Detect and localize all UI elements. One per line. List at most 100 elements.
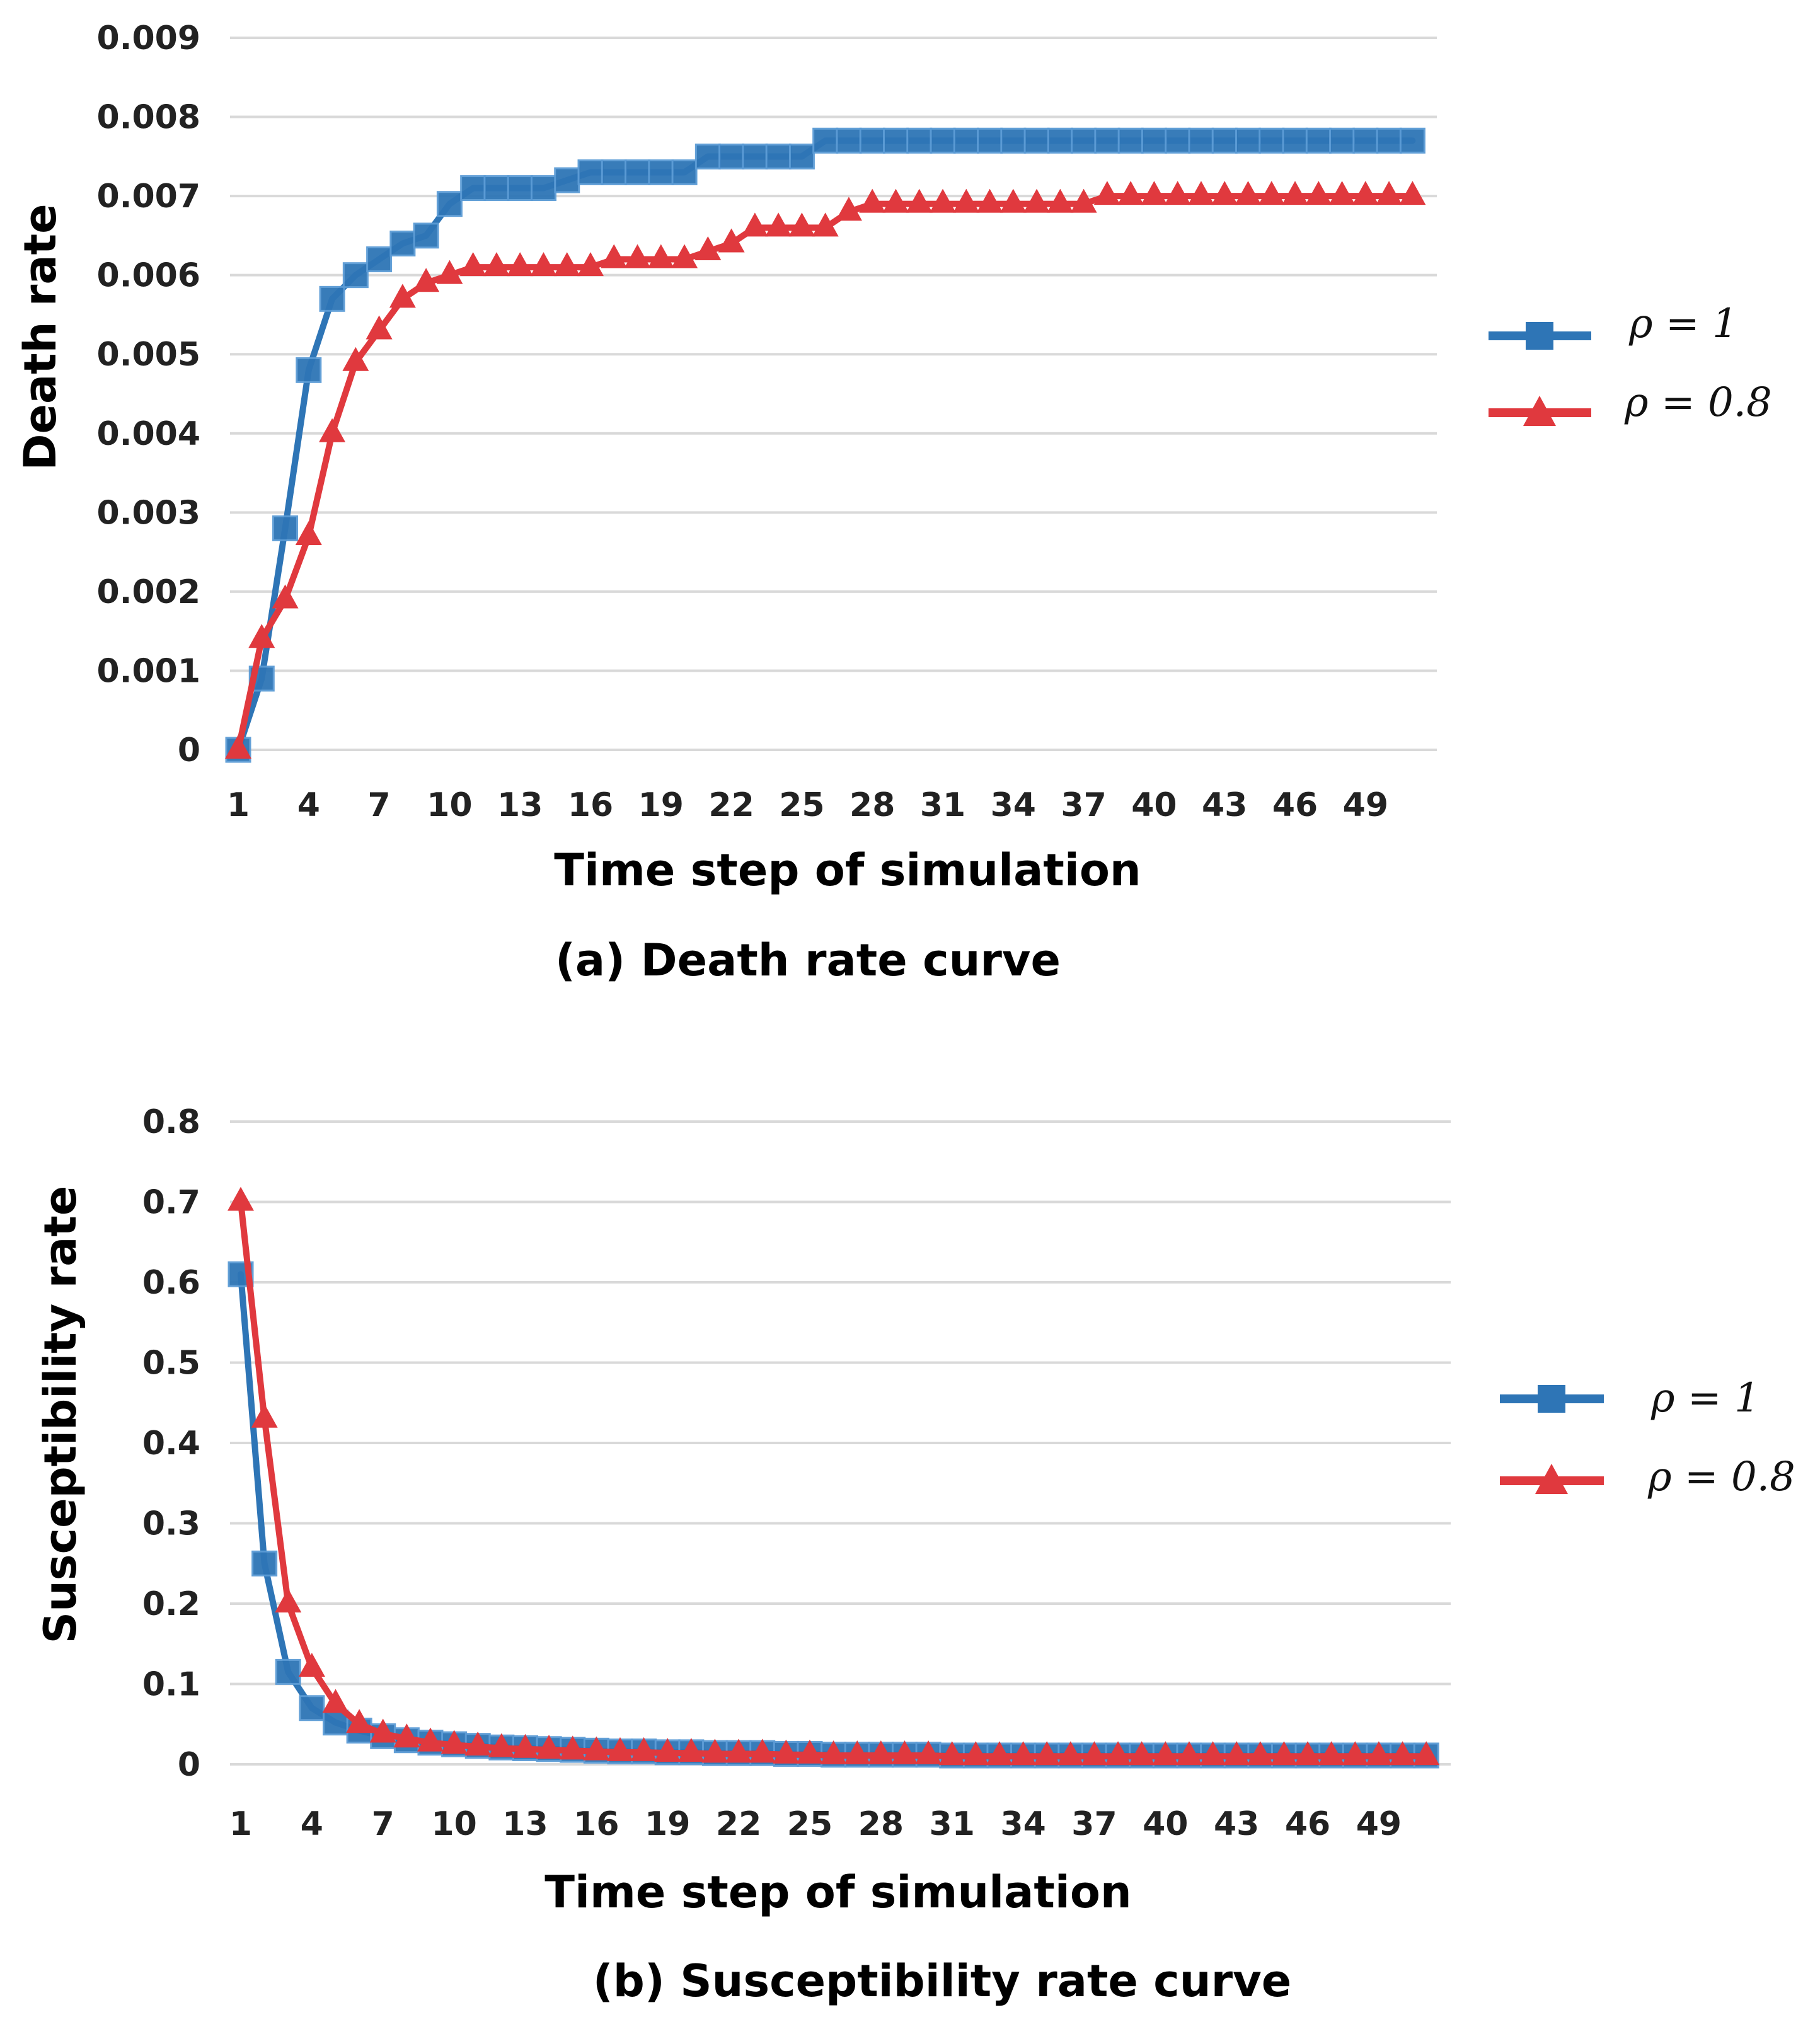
death-rate-data-point: [1093, 181, 1120, 205]
susceptibility-rate-data-point: [1294, 1741, 1322, 1766]
death-rate-data-point: [1023, 127, 1050, 154]
death-rate-data-point: [507, 175, 533, 202]
susceptibility-rate-y-tick-label: 0.1: [142, 1666, 200, 1704]
death-rate-data-point: [1235, 127, 1261, 154]
susceptibility-rate-data-point: [1199, 1741, 1226, 1766]
death-rate-data-point: [1329, 127, 1356, 154]
death-rate-x-tick-label: 25: [779, 786, 824, 824]
susceptibility-rate-x-ticks: 1 4 7 10 13 16 19 22 25 28 31 34 37 40 43 46 49: [229, 1805, 1402, 1843]
death-rate-y-tick-label: 0.008: [97, 99, 200, 137]
susceptibility-rate-data-point: [844, 1740, 871, 1764]
death-rate-data-point: [1094, 127, 1120, 154]
death-rate-y-ticks: 0 0.001 0.002 0.003 0.004 0.005 0.006 0.007 0.00…: [97, 20, 200, 769]
death-rate-x-tick-label: 43: [1202, 786, 1247, 824]
death-rate-data-point: [1023, 188, 1051, 213]
susceptibility-rate-y-tick-label: 0.2: [142, 1585, 200, 1623]
death-rate-data-point: [319, 418, 346, 442]
death-rate-chart: 0 0.001 0.002 0.003 0.004 0.005 0.006 0.007 0.00…: [14, 20, 1772, 986]
death-rate-data-point: [1258, 181, 1285, 205]
susceptibility-rate-data-point: [1365, 1741, 1392, 1766]
death-rate-data-point: [1164, 181, 1191, 205]
death-rate-series-line: [235, 193, 1416, 753]
susceptibility-rate-data-point: [962, 1741, 989, 1766]
susceptibility-rate-y-ticks: 0 0.1 0.2 0.3 0.4 0.5 0.6 0.7 0.8: [142, 1103, 200, 1784]
death-rate-x-tick-label: 19: [638, 786, 684, 824]
death-rate-y-tick-label: 0.004: [97, 415, 200, 453]
susceptibility-rate-y-tick-label: 0.7: [142, 1184, 200, 1222]
death-rate-y-tick-label: 0.009: [97, 20, 200, 57]
susceptibility-rate-x-tick-label: 49: [1356, 1805, 1402, 1843]
death-rate-y-tick-label: 0.007: [97, 178, 200, 215]
susceptibility-rate-x-tick-label: 13: [502, 1805, 548, 1843]
death-rate-data-point: [554, 167, 580, 193]
death-rate-data-point: [694, 143, 721, 170]
susceptibility-rate-x-tick-label: 46: [1285, 1805, 1330, 1843]
death-rate-data-point: [483, 252, 510, 277]
death-rate-data-point: [1352, 181, 1379, 205]
death-rate-data-point: [1235, 181, 1262, 205]
death-rate-data-point: [272, 584, 299, 609]
susceptibility-rate-x-tick-label: 1: [229, 1805, 252, 1843]
death-rate-data-point: [366, 315, 393, 340]
death-rate-data-point: [1328, 181, 1356, 205]
susceptibility-rate-x-axis-title: Time step of simulation: [544, 1866, 1132, 1918]
death-rate-caption: (a) Death rate curve: [555, 934, 1061, 986]
death-rate-data-point: [1117, 181, 1144, 205]
susceptibility-rate-y-tick-label: 0.4: [142, 1425, 200, 1462]
death-rate-data-point: [1376, 181, 1403, 205]
susceptibility-rate-data-point: [251, 1550, 278, 1577]
death-rate-data-point: [295, 521, 322, 545]
death-rate-data-point: [530, 252, 557, 277]
death-rate-data-point: [1187, 181, 1214, 205]
death-rate-series: [225, 127, 1426, 763]
death-rate-data-point: [835, 197, 862, 221]
death-rate-data-point: [812, 127, 839, 154]
susceptibility-rate-x-tick-label: 22: [716, 1805, 761, 1843]
legend-label-rho-1: ρ = 1: [1628, 301, 1738, 347]
susceptibility-rate-data-point: [1128, 1741, 1155, 1766]
susceptibility-rate-data-point: [275, 1658, 301, 1685]
death-rate-data-point: [1117, 127, 1144, 154]
susceptibility-rate-y-axis-title: Susceptibility rate: [35, 1186, 86, 1644]
death-rate-data-point: [1282, 127, 1308, 154]
susceptibility-rate-caption: (b) Susceptibility rate curve: [593, 1955, 1291, 2007]
susceptibility-rate-data-point: [1081, 1741, 1108, 1766]
death-rate-y-tick-label: 0: [178, 732, 200, 769]
susceptibility-rate-series: [228, 1187, 1440, 1769]
legend-label-rho-0.8-b: ρ = 0.8: [1647, 1454, 1795, 1500]
death-rate-data-point: [671, 159, 698, 185]
legend-entry-rho-0.8: ρ = 0.8: [1489, 379, 1772, 426]
death-rate-data-point: [1305, 181, 1332, 205]
death-rate-series-rho-0.8: [225, 181, 1426, 759]
legend-label-rho-0.8: ρ = 0.8: [1624, 379, 1772, 426]
susceptibility-rate-data-point: [559, 1735, 586, 1760]
death-rate-data-point: [718, 228, 745, 253]
death-rate-x-tick-label: 49: [1343, 786, 1388, 824]
susceptibility-rate-data-point: [417, 1727, 444, 1752]
susceptibility-rate-data-point: [1318, 1741, 1345, 1766]
death-rate-data-point: [389, 284, 416, 308]
susceptibility-rate-data-point: [773, 1739, 800, 1764]
death-rate-y-tick-label: 0.002: [97, 573, 200, 611]
death-rate-data-point: [342, 347, 369, 371]
susceptibility-rate-data-point: [701, 1738, 729, 1763]
death-rate-data-point: [272, 515, 299, 541]
susceptibility-rate-x-tick-label: 31: [930, 1805, 975, 1843]
susceptibility-rate-data-point: [677, 1738, 705, 1762]
death-rate-data-point: [460, 175, 487, 202]
susceptibility-rate-data-point: [820, 1740, 847, 1764]
susceptibility-rate-data-point: [1010, 1741, 1037, 1766]
death-rate-data-point: [930, 127, 956, 154]
susceptibility-rate-data-point: [1034, 1741, 1061, 1766]
death-rate-data-point: [788, 212, 815, 237]
susceptibility-rate-gridlines: [230, 1120, 1451, 1766]
death-rate-data-point: [1399, 127, 1425, 154]
death-rate-data-point: [953, 188, 980, 213]
death-rate-data-point: [577, 252, 604, 277]
death-rate-data-point: [1258, 127, 1285, 154]
death-rate-y-tick-label: 0.006: [97, 257, 200, 295]
death-rate-data-point: [930, 188, 957, 213]
susceptibility-rate-data-point: [228, 1187, 254, 1211]
death-rate-x-axis-title: Time step of simulation: [554, 844, 1141, 896]
